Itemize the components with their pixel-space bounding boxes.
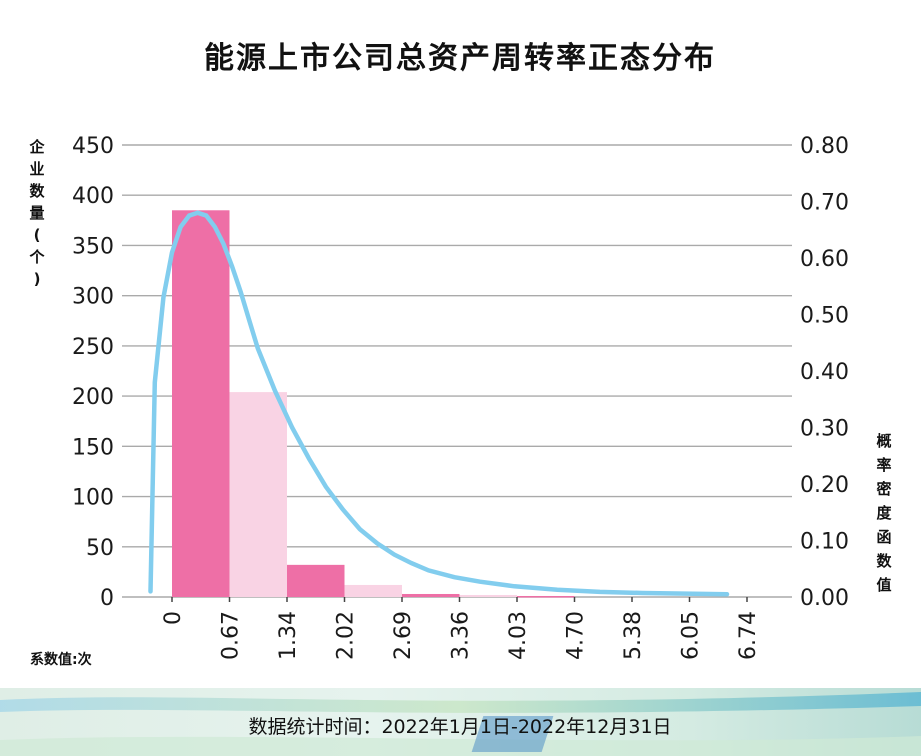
- x-axis-ticks: 0 0.67 1.34 2.02 2.69 3.36 4.03 4.70 5.38 6.05 6.7…: [161, 597, 761, 660]
- right-label-char-0: 概: [876, 432, 891, 450]
- bar-0: [172, 210, 230, 598]
- x-axis-note: 系数值:次: [30, 651, 92, 668]
- footer-date-range: 数据统计时间：2022年1月1日-2022年12月31日: [248, 716, 671, 738]
- x-tick-label-4: 2.69: [391, 611, 416, 660]
- x-tick-label-7: 4.70: [564, 611, 589, 660]
- right-axis-ticks: 0.00 0.10 0.20 0.30 0.40 0.50 0.60 0.70 0.80: [800, 134, 849, 611]
- y-tick-label-5: 250: [72, 335, 114, 360]
- gridlines: [122, 144, 792, 598]
- solar-panel-icon: [471, 716, 554, 752]
- left-axis-ticks: 0 50 100 150 200 250 300 350 400 450: [72, 134, 114, 611]
- left-label-char-2: 数: [29, 182, 45, 200]
- y2-tick-label-6: 0.60: [800, 247, 849, 272]
- left-label-char-1: 业: [29, 160, 44, 178]
- y2-tick-label-0: 0.00: [800, 586, 849, 611]
- left-label-char-6: ): [34, 270, 41, 288]
- y-tick-label-1: 50: [86, 536, 114, 561]
- right-label-char-2: 密: [876, 480, 891, 498]
- right-label-char-1: 率: [876, 456, 891, 474]
- bar-6: [517, 595, 575, 598]
- histogram-bars: [172, 210, 575, 598]
- x-tick-label-1: 0.67: [219, 611, 244, 660]
- right-label-char-5: 数: [876, 552, 892, 570]
- y2-tick-label-4: 0.40: [800, 360, 849, 385]
- right-label-char-6: 值: [876, 576, 891, 594]
- x-tick-label-9: 6.05: [679, 611, 704, 660]
- x-tick-label-5: 3.36: [449, 611, 474, 660]
- footer-banner: [0, 688, 921, 756]
- x-tick-label-6: 4.03: [506, 611, 531, 660]
- y-tick-label-8: 400: [72, 184, 114, 209]
- bar-1: [229, 392, 287, 597]
- left-label-char-4: (: [34, 226, 41, 244]
- x-tick-label-0: 0: [161, 611, 186, 625]
- y2-tick-label-8: 0.80: [800, 134, 849, 159]
- chart-title: 能源上市公司总资产周转率正态分布: [204, 41, 716, 76]
- bar-3: [344, 584, 402, 597]
- bar-5: [459, 594, 517, 597]
- right-label-char-4: 函: [876, 528, 891, 546]
- x-tick-label-3: 2.02: [334, 611, 359, 660]
- x-tick-label-8: 5.38: [621, 611, 646, 660]
- left-label-char-5: 个: [28, 248, 45, 266]
- right-label-char-3: 度: [876, 504, 892, 522]
- y-tick-label-4: 200: [72, 385, 114, 410]
- y-tick-label-0: 0: [100, 586, 114, 611]
- y2-tick-label-3: 0.30: [800, 417, 849, 442]
- y2-tick-label-5: 0.50: [800, 304, 849, 329]
- x-tick-label-10: 6.74: [736, 611, 761, 660]
- y2-tick-label-2: 0.20: [800, 473, 849, 498]
- left-label-char-3: 量: [29, 204, 44, 222]
- bar-4: [402, 593, 460, 597]
- left-label-char-0: 企: [28, 138, 45, 156]
- y-tick-label-9: 450: [72, 134, 114, 159]
- y2-tick-label-7: 0.70: [800, 191, 849, 216]
- y-tick-label-7: 350: [72, 234, 114, 259]
- y-tick-label-3: 150: [72, 435, 114, 460]
- bar-2: [287, 564, 345, 597]
- density-curve: [148, 210, 730, 597]
- y-tick-label-6: 300: [72, 285, 114, 310]
- y-tick-label-2: 100: [72, 486, 114, 511]
- y2-tick-label-1: 0.10: [800, 530, 849, 555]
- x-tick-label-2: 1.34: [276, 611, 301, 660]
